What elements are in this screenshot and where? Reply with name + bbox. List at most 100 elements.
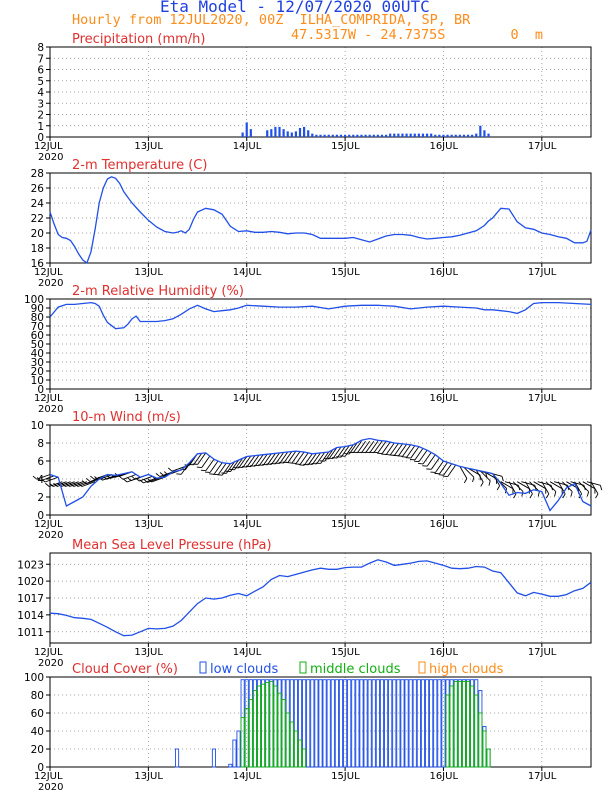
middle-cloud-bar [474,694,479,768]
wind-barb [308,453,317,466]
low-cloud-bar [248,679,253,768]
wind-barb [258,453,268,466]
wind-barb [122,474,137,480]
precip-bar [438,134,441,137]
location-coordinates: 47.5317W - 24.7375S 0 m [291,27,543,43]
x-tick-label: 13JUL [134,267,163,278]
low-cloud-bar [384,679,389,768]
wind-barb [475,469,484,483]
wind-barb-feather [463,478,468,484]
wind-barb [213,462,223,475]
wind-barb-feather [488,480,491,486]
low-cloud-bar [482,726,487,768]
low-cloud-bar [322,679,327,768]
wind-barb [312,452,321,465]
low-cloud-bar [232,739,237,768]
wind-barb-feather [65,482,70,487]
wind-barb [197,452,207,465]
wind-barb [459,466,468,479]
y-tick-label: 1011 [17,627,44,639]
precip-bar [311,133,314,137]
wind-barb-feather [131,475,136,480]
x-tick-label: 16JUL [429,647,458,658]
precip-bar [487,133,490,137]
wind-barb-feather [501,476,504,482]
low-cloud-bar [457,679,462,768]
y-tick-label: 1020 [17,576,44,588]
year-label: 2020 [38,782,63,792]
y-tick-label: 50 [31,339,44,351]
middle-cloud-bar [256,685,262,768]
wind-barb-feather [77,482,83,487]
y-tick-label: 8 [37,438,44,450]
plot-frame [49,424,592,516]
low-cloud-bar [420,679,426,768]
year-label: 2020 [38,278,63,289]
x-tick-label: 12JUL [34,267,63,278]
precip-bar [389,133,392,137]
y-tick-label: 1 [37,121,44,133]
year-label: 2020 [38,404,63,415]
y-tick-label: 60 [31,330,44,342]
low-cloud-bar [269,679,274,768]
low-cloud-bar [334,679,339,768]
wind-barb-feather [586,491,590,497]
legend-low-clouds-swatch [199,661,207,674]
plot-frame [49,298,592,390]
low-cloud-bar [359,679,364,768]
precip-bar [360,134,363,137]
wind-barb-feather [521,491,524,497]
wind-barb [398,444,407,457]
x-tick-label: 15JUL [331,519,360,530]
low-cloud-bar [486,748,491,768]
low-cloud-bar [388,679,393,768]
wind-barb-feather [480,481,484,487]
middle-cloud-bar [453,681,458,768]
plot-frame [49,46,592,138]
wind-barb [262,453,272,466]
low-cloud-bar [175,748,180,768]
plot-frame [49,552,592,644]
low-cloud-bar [453,679,458,768]
precip-bar [249,129,252,137]
wind-barb [586,481,601,486]
wind-barb [430,457,440,470]
y-tick-label: 2 [37,110,44,122]
low-cloud-bar [240,679,245,768]
precip-bar [454,134,457,137]
low-cloud-bar [437,679,442,768]
wind-barb [414,448,424,461]
low-cloud-bar [445,679,450,768]
precip-bar [290,132,293,137]
wind-barbs [32,440,603,499]
wind-barb [250,454,260,467]
low-cloud-bar [228,763,233,768]
x-tick-label: 12JUL [34,647,63,658]
wind-barb-feather [32,475,38,480]
panel-title: Precipitation (mm/h) [72,32,205,47]
x-tick-label: 15JUL [331,647,360,658]
wind-barb [381,441,391,454]
panel-title: 2-m Relative Humidity (%) [72,284,244,299]
precip-bar [401,133,404,137]
low-cloud-bar [392,679,397,768]
x-tick-label: 13JUL [134,393,163,404]
middle-cloud-bar [478,712,483,768]
x-tick-label: 12JUL [34,771,63,782]
wind-barb-feather [36,477,42,481]
y-tick-label: 80 [31,312,44,324]
precip-bar [466,134,470,137]
wind-barb-feather [537,491,540,497]
chart-title: Eta Model - 12/07/2020 00UTC [160,0,430,16]
middle-cloud-bar [252,690,257,768]
middle-cloud-bar [281,699,286,768]
precip-bar [335,134,338,137]
precip-bar [245,122,248,137]
wind-barb [217,462,227,475]
wind-barb [267,453,276,466]
low-cloud-bar [297,679,303,768]
low-cloud-bar [474,679,479,768]
precip-bar [479,125,482,137]
wind-barb [439,462,448,475]
